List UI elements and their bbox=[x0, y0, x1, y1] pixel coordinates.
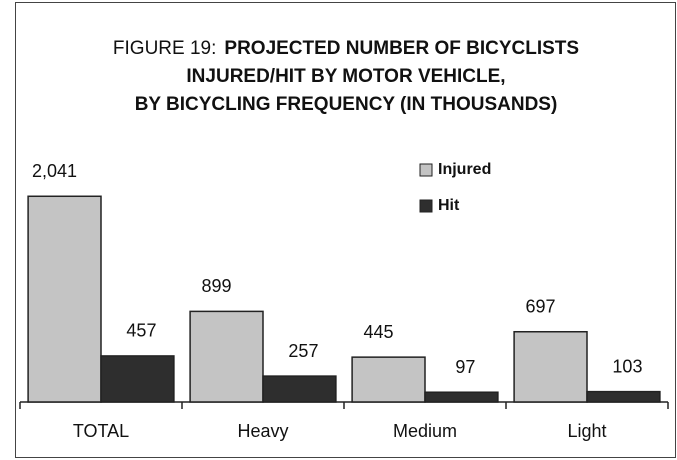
bar bbox=[351, 356, 426, 403]
value-label: 103 bbox=[612, 356, 642, 376]
bar bbox=[586, 390, 661, 403]
chart-border bbox=[15, 2, 676, 458]
title-line: INJURED/HIT BY MOTOR VEHICLE, bbox=[186, 66, 505, 87]
legend-label: Hit bbox=[438, 197, 460, 214]
value-label: 445 bbox=[364, 322, 394, 342]
title-line: PROJECTED NUMBER OF BICYCLISTS bbox=[224, 38, 579, 59]
bar bbox=[100, 355, 175, 403]
value-label: 97 bbox=[455, 357, 475, 377]
bar bbox=[27, 195, 102, 403]
bar bbox=[262, 375, 337, 403]
value-label: 2,041 bbox=[32, 161, 77, 181]
chart-title: FIGURE 19: PROJECTED NUMBER OF BICYCLISTS bbox=[113, 38, 579, 59]
value-label: 899 bbox=[202, 276, 232, 296]
x-tick-label: Medium bbox=[393, 421, 457, 441]
x-tick-label: Light bbox=[567, 421, 606, 441]
value-label: 257 bbox=[288, 341, 318, 361]
x-tick-label: TOTAL bbox=[73, 421, 129, 441]
legend-label: Injured bbox=[438, 161, 491, 178]
legend-swatch bbox=[419, 163, 433, 177]
figure-label: FIGURE 19: bbox=[113, 38, 216, 59]
bar bbox=[513, 330, 588, 403]
value-label: 697 bbox=[526, 296, 556, 316]
value-label: 457 bbox=[126, 321, 156, 341]
bar bbox=[189, 310, 264, 403]
title-line: BY BICYCLING FREQUENCY (IN THOUSANDS) bbox=[135, 94, 558, 115]
x-tick-label: Heavy bbox=[237, 421, 288, 441]
legend-swatch bbox=[419, 199, 433, 213]
bar bbox=[424, 391, 499, 403]
